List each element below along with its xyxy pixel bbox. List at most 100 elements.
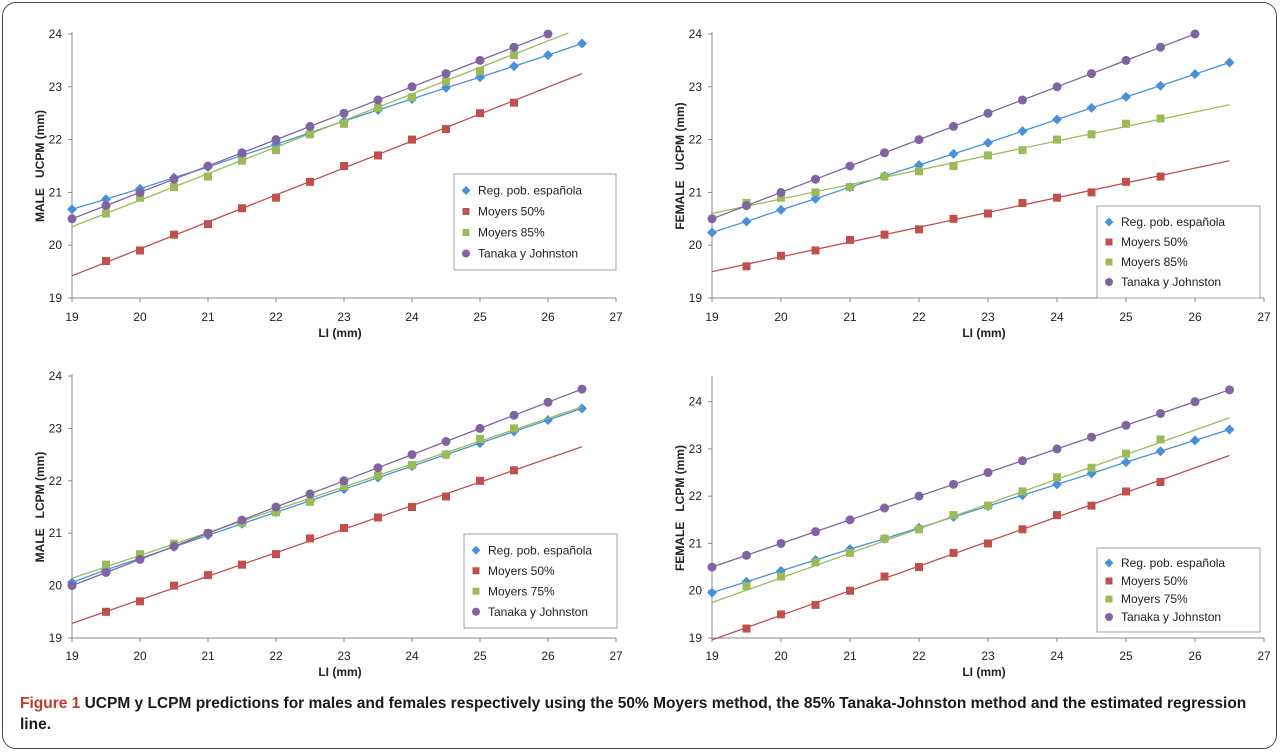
data-point xyxy=(204,571,212,580)
data-point xyxy=(984,209,992,218)
y-tick-label: 24 xyxy=(49,369,63,383)
data-point xyxy=(441,437,451,446)
data-point xyxy=(442,450,450,459)
chart-top-right: 19 20 21 22 23 24 19 20 21 22 23 24 25 26 27 LI (mm) FEM… xyxy=(673,27,1271,340)
data-point xyxy=(1087,501,1096,510)
data-point xyxy=(1018,95,1027,105)
data-point xyxy=(1225,385,1234,395)
series-3 xyxy=(67,29,553,224)
y-tick-label: 22 xyxy=(689,133,703,147)
x-tick-label: 22 xyxy=(912,649,926,663)
y-tick-label: 21 xyxy=(49,526,63,540)
data-point xyxy=(949,511,958,520)
x-tick-label: 21 xyxy=(201,310,215,324)
data-point xyxy=(67,581,77,591)
legend-marker xyxy=(472,567,480,575)
data-point xyxy=(408,135,416,144)
data-point xyxy=(707,227,717,238)
data-point xyxy=(1122,177,1130,186)
y-tick-label: 19 xyxy=(49,631,63,645)
x-tick-label: 23 xyxy=(337,649,351,663)
figure-caption: Figure 1 UCPM y LCPM predictions for mal… xyxy=(20,693,1260,735)
series-3 xyxy=(707,385,1234,572)
y-axis-title: FEMALE LCPM (mm) xyxy=(673,445,687,571)
x-tick-label: 27 xyxy=(1257,310,1271,324)
data-point xyxy=(1087,69,1096,79)
series-trend-line xyxy=(711,417,1230,604)
chart-bottom-left: 19 20 21 22 23 24 19 20 21 22 23 24 25 26 27 LI (mm) MAL… xyxy=(33,369,623,679)
data-point xyxy=(374,471,382,480)
data-point xyxy=(475,55,485,65)
y-axis-title: FEMALE UCPM (mm) xyxy=(673,102,687,229)
data-point xyxy=(742,624,751,633)
data-point xyxy=(1121,55,1131,65)
data-point xyxy=(272,193,280,202)
data-point xyxy=(509,61,519,72)
data-point xyxy=(742,550,751,560)
data-point xyxy=(238,560,246,569)
y-tick-label: 23 xyxy=(689,442,703,456)
data-point xyxy=(67,214,77,224)
legend-label: Reg. pob. española xyxy=(1121,556,1225,570)
data-point xyxy=(271,502,281,512)
data-point xyxy=(340,482,348,491)
legend: Reg. pob. española Moyers 50% Moyers 75% Ta… xyxy=(463,533,618,629)
data-point xyxy=(373,463,383,473)
data-point xyxy=(880,148,889,158)
data-point xyxy=(408,93,416,102)
data-point xyxy=(306,534,314,543)
legend: Reg. pob. española Moyers 50% Moyers 75% Ta… xyxy=(1096,547,1261,633)
data-point xyxy=(67,204,77,215)
x-tick-label: 26 xyxy=(1188,649,1202,663)
x-tick-label: 25 xyxy=(473,310,487,324)
data-point xyxy=(204,220,212,229)
data-point xyxy=(1053,511,1061,520)
data-point xyxy=(1156,408,1165,418)
data-point xyxy=(1018,487,1027,496)
data-point xyxy=(203,528,213,538)
x-tick-label: 19 xyxy=(705,649,719,663)
data-point xyxy=(880,572,889,581)
legend-label: Moyers 50% xyxy=(488,564,555,578)
y-tick-label: 23 xyxy=(49,80,63,94)
legend-marker xyxy=(1105,258,1113,266)
series-line xyxy=(711,61,1230,234)
data-point xyxy=(1156,172,1165,181)
data-point xyxy=(1156,114,1165,123)
x-tick-label: 21 xyxy=(843,310,857,324)
data-point xyxy=(543,29,553,39)
legend: Reg. pob. española Moyers 50% Moyers 85% Ta… xyxy=(453,173,617,271)
data-point xyxy=(1121,91,1131,102)
data-point xyxy=(510,51,518,60)
series-2 xyxy=(711,104,1230,215)
data-point xyxy=(846,235,854,244)
caption-label: Figure 1 xyxy=(20,695,81,712)
data-point xyxy=(577,38,587,49)
y-axis-title: MALE LCPM (mm) xyxy=(33,452,47,563)
legend-label: Moyers 85% xyxy=(478,226,545,240)
legend-label: Tanaka y Johnston xyxy=(1121,610,1221,624)
data-point xyxy=(135,554,145,564)
y-tick-label: 23 xyxy=(49,421,63,435)
data-point xyxy=(776,538,786,548)
data-point xyxy=(1052,82,1062,92)
x-tick-label: 19 xyxy=(65,310,79,324)
x-tick-label: 22 xyxy=(912,310,926,324)
data-point xyxy=(1156,42,1165,52)
data-point xyxy=(983,137,993,148)
data-point xyxy=(238,204,246,213)
y-tick-label: 22 xyxy=(689,489,703,503)
x-tick-label: 22 xyxy=(269,649,283,663)
figure-panels: 19 20 21 22 23 24 19 20 21 22 23 24 25 26 27 LI (mm) MAL… xyxy=(33,27,1271,679)
series-trend-line xyxy=(71,72,583,277)
data-point xyxy=(136,246,144,255)
data-point xyxy=(442,77,450,86)
x-tick-label: 24 xyxy=(405,310,419,324)
x-tick-label: 20 xyxy=(133,649,147,663)
data-point xyxy=(271,135,281,145)
data-point xyxy=(777,572,785,581)
data-point xyxy=(1190,69,1200,80)
data-point xyxy=(305,489,315,499)
data-point xyxy=(408,461,416,470)
legend-label: Tanaka y Johnston xyxy=(1121,275,1221,289)
